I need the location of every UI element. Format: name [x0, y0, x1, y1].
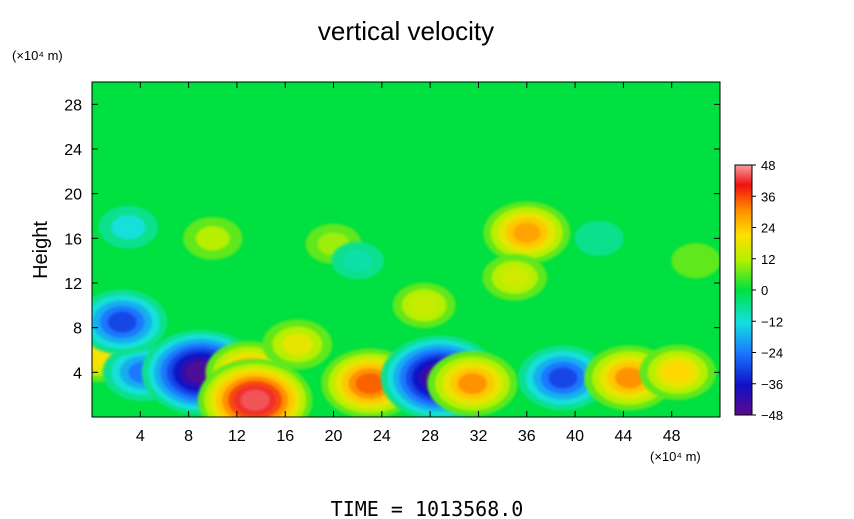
heat-feature: [262, 319, 333, 370]
x-tick-label: 36: [518, 428, 536, 445]
y-unit-label: (×10⁴ m): [12, 48, 63, 63]
colorbar-gradient: [734, 164, 753, 416]
x-tick-label: 44: [614, 428, 632, 445]
plot-frame: [91, 81, 721, 418]
heat-feature: [482, 254, 547, 301]
x-tick-label: 28: [421, 428, 439, 445]
y-axis-label: Height: [30, 221, 52, 279]
x-unit-label: (×10⁴ m): [650, 449, 701, 464]
y-tick-label: 24: [64, 142, 82, 159]
x-tick-label: 24: [373, 428, 391, 445]
heat-feature: [92, 289, 168, 355]
contour-band: [342, 249, 373, 272]
colorbar-tick-label: −24: [761, 346, 783, 361]
colorbar-tick-label: 24: [761, 221, 775, 236]
x-tick-label: 48: [663, 428, 681, 445]
colorbar-tick-label: 12: [761, 252, 775, 267]
x-tick-label: 20: [325, 428, 343, 445]
heat-feature: [483, 201, 571, 265]
contour-band: [512, 222, 541, 243]
heat-feature: [574, 220, 624, 256]
contour-band: [410, 295, 438, 316]
colorbar-tick-label: −12: [761, 314, 783, 329]
time-footer: TIME = 1013568.0: [331, 497, 524, 519]
x-tick-label: 12: [228, 428, 246, 445]
heat-feature: [197, 359, 313, 417]
contour-band: [671, 243, 720, 279]
colorbar-tick-label: 0: [761, 283, 768, 298]
contour-band: [574, 220, 624, 256]
y-tick-label: 20: [64, 187, 82, 204]
chart-title: vertical velocity: [318, 16, 494, 46]
heat-feature: [392, 282, 456, 328]
colorbar-tick-label: −36: [761, 377, 783, 392]
contour-band: [355, 373, 384, 394]
x-tick-label: 16: [276, 428, 294, 445]
contour-band: [500, 267, 529, 288]
contour-band: [282, 333, 313, 356]
y-tick-label: 12: [64, 276, 82, 293]
contour-band: [614, 367, 644, 389]
plot-area: [91, 81, 721, 418]
contour-band: [663, 362, 692, 383]
heat-feature: [671, 243, 720, 279]
contour-band: [548, 367, 578, 389]
contour-band: [195, 226, 230, 251]
y-tick-label: 16: [64, 231, 82, 248]
contour-band: [457, 373, 487, 394]
y-tick-label: 8: [73, 321, 82, 338]
heat-feature: [639, 344, 717, 400]
contour-band: [111, 214, 146, 240]
x-tick-label: 32: [470, 428, 488, 445]
colorbar-tick-label: 48: [761, 158, 775, 173]
colorbar-tick-label: 36: [761, 189, 775, 204]
heat-feature: [331, 241, 384, 280]
contour-band: [107, 311, 137, 333]
heat-feature: [517, 345, 609, 411]
x-tick-label: 40: [566, 428, 584, 445]
x-tick-label: 4: [136, 428, 145, 445]
heat-feature: [427, 350, 518, 417]
colorbar: 48 36 24 12 0 −12 −24 −36 −48: [734, 158, 783, 423]
contour-band: [240, 389, 270, 411]
heat-feature: [98, 205, 158, 249]
y-tick-label: 4: [73, 365, 82, 382]
heat-feature: [183, 216, 243, 260]
x-tick-label: 8: [184, 428, 193, 445]
y-tick-label: 28: [64, 97, 82, 114]
colorbar-tick-label: −48: [761, 408, 783, 423]
